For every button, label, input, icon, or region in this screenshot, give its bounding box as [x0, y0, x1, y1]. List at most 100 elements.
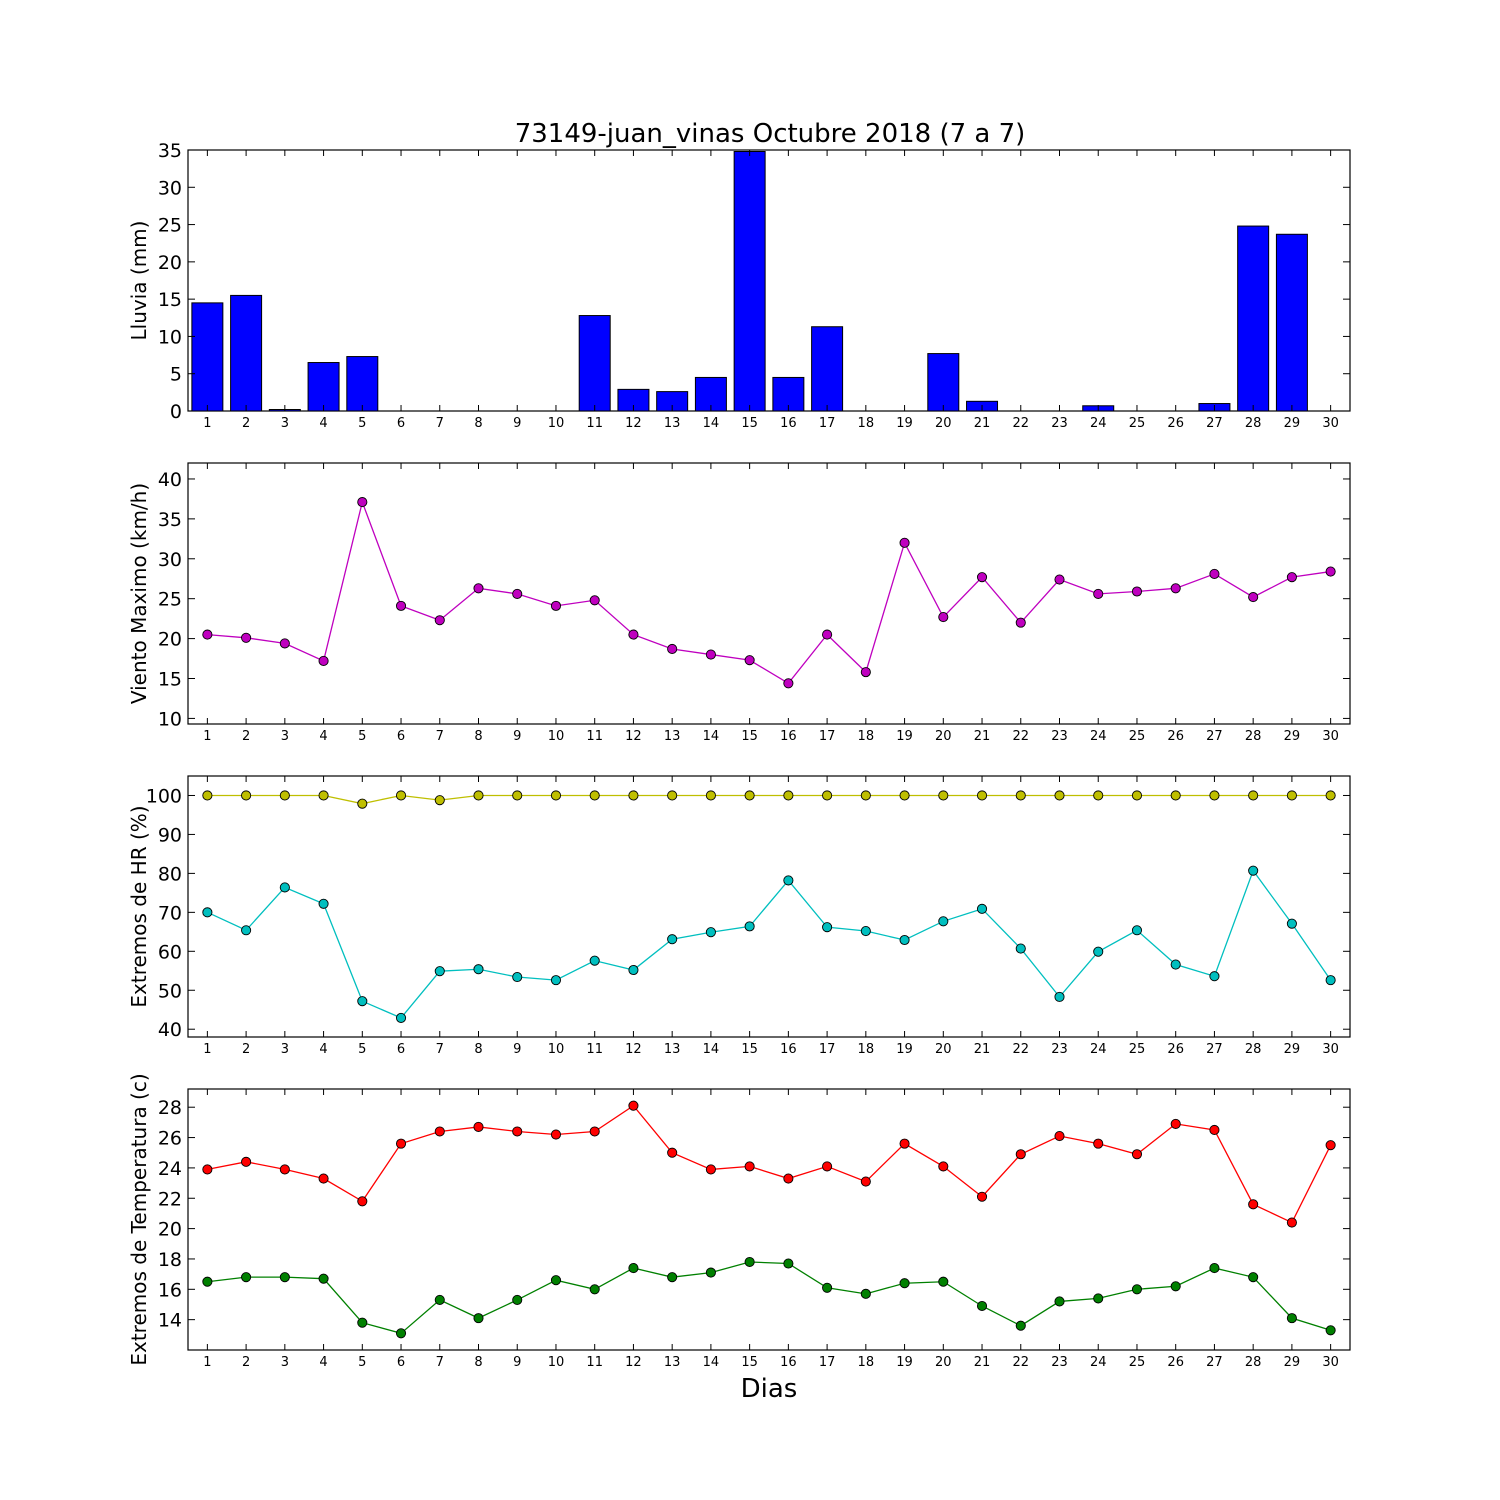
x-tick-label: 7: [436, 729, 444, 744]
series-2-point-day-17: [822, 922, 833, 933]
series-1-point-day-26: [1170, 583, 1181, 594]
y-axis-label: Lluvia (mm): [127, 221, 151, 341]
series-2-point-day-3: [279, 1272, 290, 1283]
series-2-point-day-8: [473, 964, 484, 975]
x-tick-label: 24: [1090, 416, 1107, 431]
series-2-point-day-9: [512, 1294, 523, 1305]
series-1-point-day-19: [899, 790, 910, 801]
series-2-point-day-21: [976, 903, 988, 914]
x-tick-label: 17: [819, 729, 836, 744]
series-1-point-day-16: [783, 678, 794, 689]
series-2-point-day-8: [473, 1313, 484, 1324]
x-tick-label: 2: [242, 1042, 250, 1057]
x-tick-label: 8: [474, 416, 482, 431]
series-2-point-day-5: [357, 1317, 368, 1328]
x-tick-label: 13: [664, 416, 681, 431]
x-tick-label: 30: [1322, 1355, 1339, 1370]
x-tick-label: 29: [1284, 416, 1301, 431]
series-2-point-day-23: [1054, 1296, 1065, 1307]
series-2-point-day-1: [202, 907, 213, 918]
x-tick-label: 18: [858, 1355, 875, 1370]
bar-day-28: [1237, 225, 1270, 412]
y-tick-label: 28: [158, 1097, 182, 1119]
x-tick-label: 1: [203, 416, 211, 431]
series-2-point-day-30: [1325, 1325, 1336, 1336]
x-tick-label: 15: [741, 1355, 758, 1370]
series-1-point-day-25: [1131, 790, 1143, 801]
x-tick-label: 22: [1012, 416, 1029, 431]
bar-day-5: [346, 356, 379, 412]
x-tick-label: 13: [664, 729, 681, 744]
series-1-point-day-27: [1209, 1124, 1220, 1136]
series-1-point-day-26: [1170, 1118, 1181, 1129]
x-tick-label: 11: [586, 729, 603, 744]
x-tick-label: 3: [281, 416, 289, 431]
series-1-point-day-5: [357, 497, 368, 508]
series-1-point-day-20: [938, 1161, 949, 1172]
x-tick-label: 25: [1129, 1355, 1146, 1370]
x-tick-label: 25: [1129, 1042, 1146, 1057]
y-tick-label: 25: [158, 589, 182, 611]
series-1-point-day-10: [550, 790, 562, 801]
x-tick-label: 16: [780, 729, 797, 744]
series-2-point-day-24: [1093, 1293, 1104, 1304]
panel-4: 1 2 3 4 5 6 7 8 9 10 11 12 13 14 15 16 17 18 19 20 21 22 23 24 2…: [127, 1073, 1351, 1370]
series-1-point-day-24: [1093, 1138, 1104, 1149]
x-tick-label: 29: [1284, 1355, 1301, 1370]
series-2-point-day-27: [1209, 1263, 1220, 1274]
bar-day-2: [230, 294, 263, 412]
series-1-point-day-6: [395, 1138, 407, 1149]
x-tick-label: 20: [935, 1042, 952, 1057]
series-1-point-day-16: [783, 1173, 794, 1184]
series-1-point-day-17: [822, 790, 833, 801]
series-2-point-day-2: [241, 1272, 252, 1283]
series-1-point-day-20: [938, 790, 949, 801]
x-tick-label: 23: [1051, 1042, 1068, 1057]
x-tick-label: 9: [513, 416, 521, 431]
x-tick-label: 20: [935, 416, 952, 431]
series-1-point-day-26: [1170, 790, 1181, 801]
y-tick-label: 35: [158, 140, 182, 162]
x-tick-label: 8: [474, 729, 482, 744]
series-1-point-day-2: [241, 632, 252, 643]
x-tick-label: 18: [858, 729, 875, 744]
series-2-point-day-25: [1131, 925, 1143, 936]
x-tick-label: 19: [896, 416, 913, 431]
series-1-point-day-2: [241, 1156, 252, 1167]
series-1-point-day-1: [202, 1164, 213, 1175]
series-1-point-day-3: [279, 790, 290, 801]
y-tick-label: 15: [158, 669, 182, 691]
x-tick-label: 15: [741, 1042, 758, 1057]
x-tick-label: 26: [1167, 416, 1184, 431]
panel-3: 1 2 3 4 5 6 7 8 9 10 11 12 13 14 15 16 17 18 19 20 21 22 23 24 2…: [127, 775, 1351, 1057]
x-tick-label: 11: [586, 416, 603, 431]
y-tick-label: 20: [158, 629, 182, 651]
x-tick-label: 14: [703, 729, 720, 744]
bar-day-4: [307, 362, 340, 412]
series-2-point-day-11: [589, 955, 600, 966]
y-tick-label: 18: [158, 1249, 182, 1271]
x-tick-label: 1: [203, 729, 211, 744]
x-tick-label: 12: [625, 416, 642, 431]
series-2-point-day-19: [899, 934, 910, 946]
y-tick-label: 90: [158, 824, 182, 846]
series-1-point-day-29: [1286, 790, 1297, 801]
x-tick-label: 30: [1322, 416, 1339, 431]
series-2-point-day-26: [1170, 959, 1181, 970]
series-line-1: [207, 499, 1331, 685]
x-tick-label: 6: [397, 1042, 405, 1057]
series-2-point-day-10: [550, 1275, 562, 1286]
x-tick-label: 22: [1012, 1355, 1029, 1370]
x-tick-label: 12: [625, 1042, 642, 1057]
series-1-point-day-12: [628, 790, 639, 801]
x-tick-label: 11: [586, 1042, 603, 1057]
bar-day-11: [578, 315, 611, 412]
series-1-point-day-18: [860, 790, 871, 801]
series-1-point-day-17: [822, 629, 833, 640]
bar-day-20: [927, 353, 960, 412]
series-2-point-day-18: [860, 1288, 871, 1299]
panel-1: 1 2 3 4 5 6 7 8 9 10 11 12 13 14 15 16 17 18 19 20 21 22 23 24 2…: [127, 140, 1351, 431]
series-2-point-day-29: [1286, 1313, 1297, 1324]
series-2-point-day-27: [1209, 971, 1220, 982]
x-tick-label: 5: [358, 729, 366, 744]
